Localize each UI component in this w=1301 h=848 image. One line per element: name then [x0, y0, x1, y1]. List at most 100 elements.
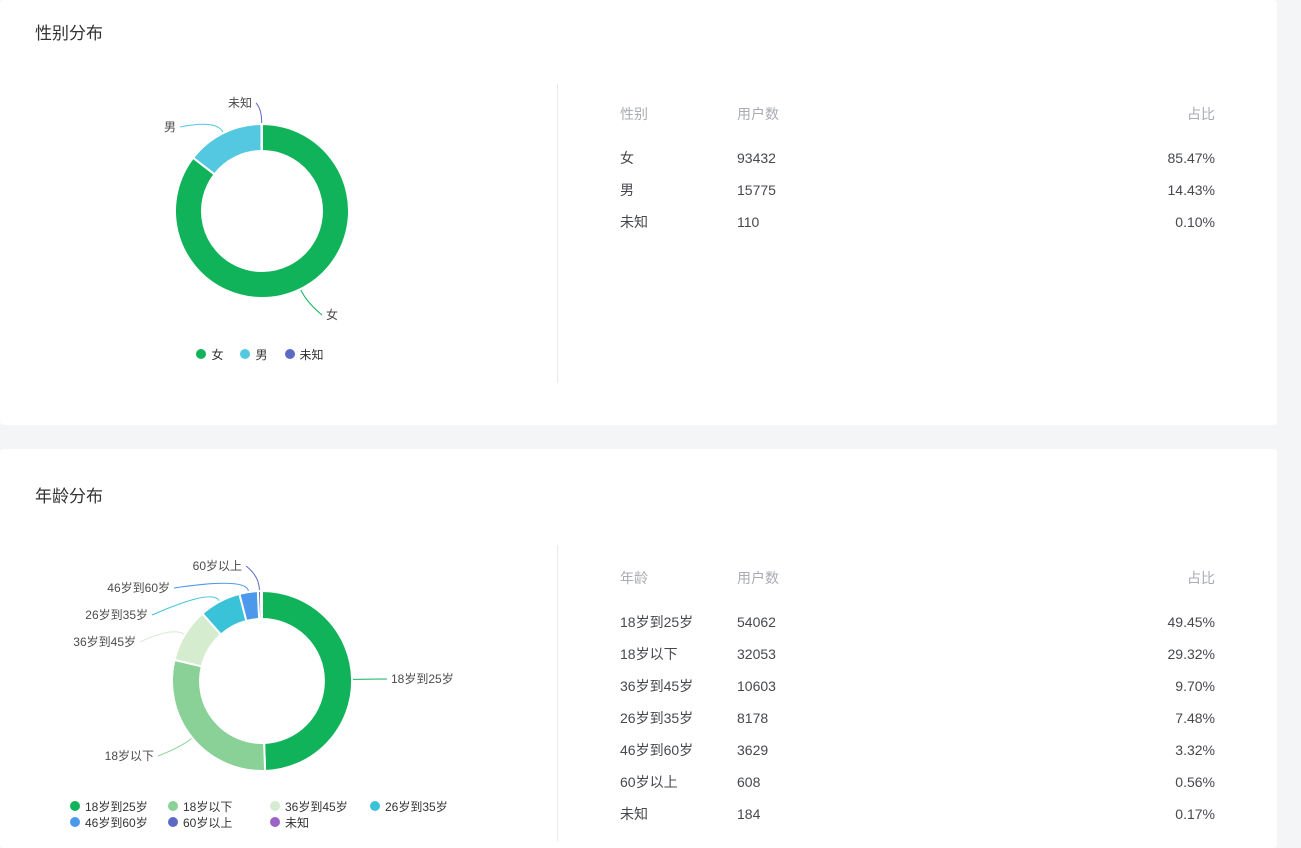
legend-label: 46岁到60岁 [85, 815, 148, 830]
vertical-divider [557, 84, 558, 383]
row-user-count: 54062 [737, 614, 776, 630]
row-user-count: 608 [737, 774, 761, 790]
donut-slice[interactable] [192, 123, 263, 176]
row-label: 男 [620, 182, 634, 198]
row-percentage: 0.10% [1175, 214, 1215, 230]
legend-label: 26岁到35岁 [385, 799, 448, 814]
gender-table-header-row: 性别 用户数 占比 [620, 106, 1215, 122]
row-user-count: 110 [737, 214, 760, 230]
gender-chart-legend: 女 男 未知 [0, 346, 520, 362]
legend-label: 36岁到45岁 [285, 799, 348, 814]
legend-dot-icon [168, 801, 178, 811]
row-user-count: 10603 [737, 678, 776, 694]
gender-table: 性别 用户数 占比 女 93432 85.47% 男 15775 14.43% 未知 110 0… [620, 106, 1215, 238]
label-leader-line [139, 631, 185, 643]
row-user-count: 15775 [737, 182, 776, 198]
vertical-divider [557, 545, 558, 841]
slice-label: 60岁以上 [193, 558, 242, 573]
legend-item[interactable]: 男 [240, 346, 268, 362]
row-user-count: 184 [737, 806, 761, 822]
table-row: 18岁以下 32053 29.32% [620, 638, 1215, 670]
row-label: 18岁到25岁 [620, 614, 694, 630]
row-label: 未知 [620, 806, 648, 822]
slice-label: 18岁到25岁 [391, 671, 454, 686]
row-user-count: 3629 [737, 742, 769, 758]
legend-item[interactable]: 36岁到45岁 [270, 798, 370, 814]
legend-dot-icon [270, 801, 280, 811]
legend-label: 未知 [285, 815, 310, 830]
row-percentage: 29.32% [1167, 646, 1215, 662]
legend-item[interactable]: 26岁到35岁 [370, 798, 448, 814]
slice-label: 46岁到60岁 [107, 580, 170, 595]
legend-item[interactable]: 女 [196, 346, 223, 362]
gender-donut-chart: 女 男 未知 [164, 96, 350, 322]
legend-label: 18岁到25岁 [85, 799, 148, 814]
legend-item[interactable]: 60岁以上 [168, 814, 270, 830]
table-row: 未知 110 0.10% [620, 206, 1215, 238]
column-header-age: 年龄 [620, 570, 648, 586]
age-table: 年龄 用户数 占比 18岁到25岁 54062 49.45% 18岁以下 32053 29… [620, 570, 1215, 830]
label-leader-line [157, 738, 192, 757]
row-percentage: 49.45% [1167, 614, 1215, 630]
donut-slice[interactable] [171, 658, 267, 772]
row-percentage: 0.17% [1175, 806, 1215, 822]
row-label: 18岁以下 [620, 646, 678, 662]
label-leader-line [179, 123, 224, 133]
legend-item[interactable]: 18岁到25岁 [70, 798, 168, 814]
row-percentage: 7.48% [1175, 710, 1215, 726]
row-user-count: 32053 [737, 646, 776, 662]
legend-dot-icon [70, 801, 80, 811]
legend-dot-icon [270, 817, 280, 827]
column-header-user-count: 用户数 [737, 106, 779, 122]
age-donut-chart: 18岁到25岁 18岁以下 36岁到45岁 26岁到35岁 46岁到60岁 60岁以上 [73, 558, 454, 772]
age-section-title: 年龄分布 [35, 487, 103, 506]
donut-slice[interactable] [174, 123, 350, 299]
row-label: 46岁到60岁 [620, 742, 694, 758]
donut-slice[interactable] [260, 122, 263, 152]
legend-item[interactable]: 未知 [270, 814, 370, 830]
column-header-user-count: 用户数 [737, 570, 779, 586]
slice-label: 26岁到35岁 [85, 607, 148, 622]
legend-dot-icon [284, 349, 295, 359]
legend-dot-icon [70, 817, 80, 827]
slice-label: 未知 [228, 96, 252, 110]
column-header-gender: 性别 [620, 106, 648, 122]
label-leader-line [173, 582, 249, 592]
row-percentage: 0.56% [1175, 774, 1215, 790]
slice-label: 36岁到45岁 [73, 634, 136, 649]
label-leader-line [151, 596, 220, 616]
row-label: 未知 [620, 214, 648, 230]
row-percentage: 14.43% [1167, 182, 1215, 198]
donut-slice[interactable] [260, 590, 263, 620]
legend-item[interactable]: 未知 [284, 346, 324, 362]
label-leader-line [255, 102, 263, 124]
age-table-body: 18岁到25岁 54062 49.45% 18岁以下 32053 29.32% 36岁到45… [620, 606, 1215, 830]
row-percentage: 9.70% [1175, 678, 1215, 694]
donut-slice[interactable] [261, 590, 354, 772]
column-header-percentage: 占比 [1187, 570, 1215, 586]
table-row: 46岁到60岁 3629 3.32% [620, 734, 1215, 766]
legend-label: 女 [211, 347, 224, 362]
row-user-count: 93432 [737, 150, 776, 166]
row-percentage: 85.47% [1167, 150, 1215, 166]
row-label: 女 [620, 150, 634, 166]
slice-label: 男 [164, 120, 176, 134]
label-leader-line [300, 289, 323, 316]
label-leader-line [245, 565, 260, 591]
gender-table-body: 女 93432 85.47% 男 15775 14.43% 未知 110 0.10% [620, 142, 1215, 238]
slice-label: 18岁以下 [105, 748, 154, 763]
table-row: 26岁到35岁 8178 7.48% [620, 702, 1215, 734]
row-percentage: 3.32% [1175, 742, 1215, 758]
gender-section-title: 性别分布 [35, 24, 103, 43]
column-header-percentage: 占比 [1187, 106, 1215, 122]
legend-item[interactable]: 18岁以下 [168, 798, 270, 814]
table-row: 36岁到45岁 10603 9.70% [620, 670, 1215, 702]
legend-label: 男 [255, 347, 268, 362]
table-row: 未知 184 0.17% [620, 798, 1215, 830]
legend-dot-icon [196, 349, 207, 359]
legend-item[interactable]: 46岁到60岁 [70, 814, 168, 830]
table-row: 女 93432 85.47% [620, 142, 1215, 174]
table-row: 男 15775 14.43% [620, 174, 1215, 206]
legend-dot-icon [168, 817, 178, 827]
row-label: 36岁到45岁 [620, 678, 694, 694]
